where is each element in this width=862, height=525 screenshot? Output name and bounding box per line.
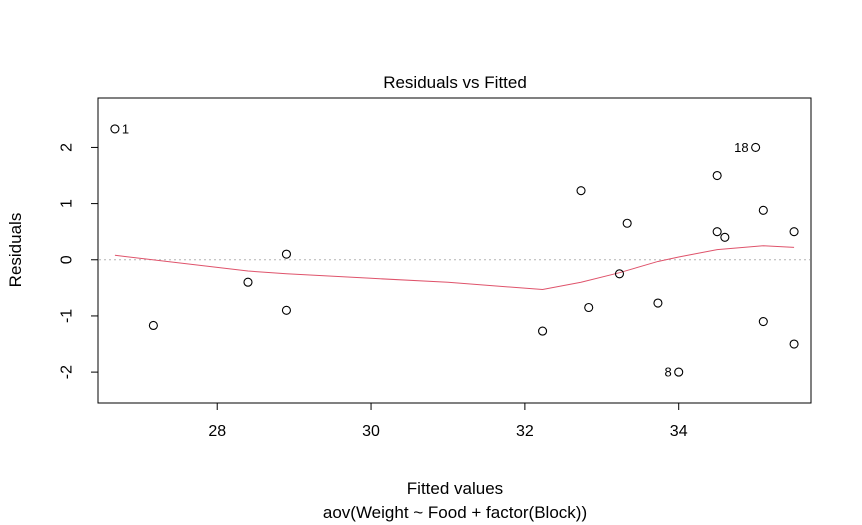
data-point <box>576 186 586 196</box>
loess-smoother-line <box>114 245 795 291</box>
y-tick-label: 0 <box>59 255 76 264</box>
y-tick-label: -2 <box>59 365 76 379</box>
y-axis-label: Residuals <box>6 213 25 288</box>
x-axis-label: Fitted values <box>407 479 503 498</box>
y-tick-label: -1 <box>59 309 76 323</box>
data-point <box>538 326 548 336</box>
x-tick-label: 28 <box>208 423 226 440</box>
data-point <box>148 320 158 331</box>
x-tick-label: 30 <box>362 423 380 440</box>
x-axis: 28 30 32 34 <box>208 402 688 440</box>
plot-frame <box>97 97 812 404</box>
x-tick-label: 32 <box>516 423 534 440</box>
data-point <box>110 124 120 134</box>
data-point <box>281 249 291 259</box>
y-axis: -2 -1 0 1 2 <box>59 143 99 379</box>
data-point <box>653 298 663 308</box>
data-point <box>281 305 291 315</box>
data-point <box>243 277 253 287</box>
data-point <box>622 218 632 228</box>
x-tick-label: 34 <box>670 423 688 440</box>
data-point <box>674 367 684 377</box>
point-label: 8 <box>664 365 671 380</box>
data-point <box>789 227 799 237</box>
x-axis-sublabel: aov(Weight ~ Food + factor(Block)) <box>323 503 587 522</box>
data-point <box>758 205 768 215</box>
data-point <box>712 170 722 181</box>
y-tick-label: 2 <box>59 143 76 152</box>
chart-title: Residuals vs Fitted <box>383 73 527 92</box>
data-point <box>712 227 722 237</box>
data-point <box>789 339 799 349</box>
y-tick-label: 1 <box>59 199 76 208</box>
data-point <box>720 232 730 242</box>
data-point <box>584 302 594 313</box>
point-label: 1 <box>122 121 129 136</box>
data-point <box>614 269 625 279</box>
point-label: 18 <box>734 140 748 155</box>
data-point <box>758 317 768 327</box>
data-point <box>751 142 761 152</box>
